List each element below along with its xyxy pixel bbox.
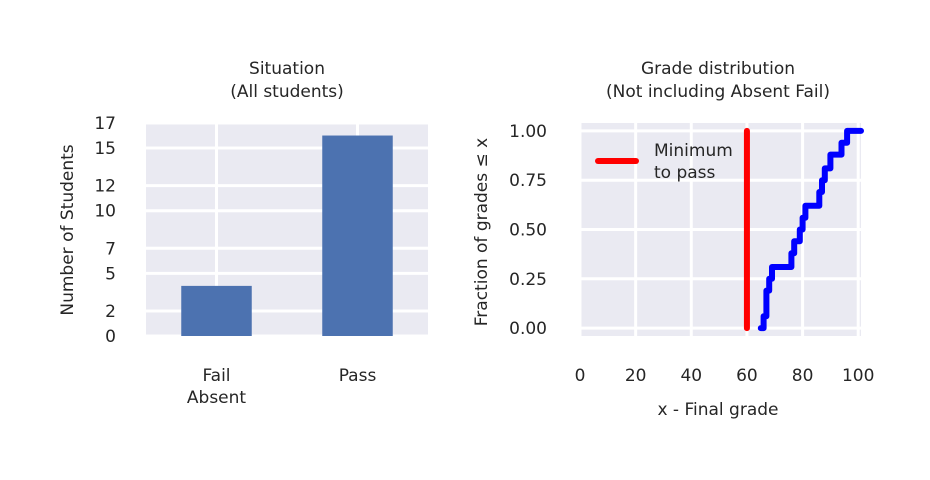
left-y-tick-label: 2 (105, 302, 116, 322)
legend-label-line1: Minimum (654, 141, 733, 161)
legend: Minimum to pass (595, 141, 733, 183)
left-x-tick-label: Absent (187, 388, 247, 408)
left-y-axis-label: Number of Students (58, 144, 78, 315)
left-y-tick-labels: 0 2 5 7 10 12 15 17 (94, 114, 116, 347)
left-y-tick-label: 12 (94, 177, 116, 197)
right-step-chart: 0.00 0.25 0.50 0.75 1.00 0 20 40 60 80 100 Grade … (472, 59, 874, 420)
left-title-line1: Situation (249, 59, 325, 79)
right-x-tick-label: 80 (792, 366, 814, 386)
right-y-tick-label: 1.00 (509, 122, 547, 142)
right-y-tick-labels: 0.00 0.25 0.50 0.75 1.00 (509, 122, 547, 339)
right-title-line1: Grade distribution (641, 59, 795, 79)
right-x-tick-label: 0 (575, 366, 586, 386)
legend-label-line2: to pass (654, 163, 716, 183)
left-y-tick-label: 10 (94, 202, 116, 222)
right-y-tick-label: 0.00 (509, 319, 547, 339)
right-x-tick-labels: 0 20 40 60 80 100 (575, 366, 875, 386)
left-bars (181, 135, 393, 336)
right-x-tick-label: 20 (625, 366, 647, 386)
right-x-tick-label: 100 (842, 366, 874, 386)
left-title-line2: (All students) (230, 82, 344, 102)
right-y-tick-label: 0.75 (509, 171, 547, 191)
right-y-axis-label: Fraction of grades ≤ x (472, 138, 492, 326)
left-x-tick-label: Fail (202, 366, 230, 386)
bar-pass (322, 135, 393, 336)
right-y-tick-label: 0.50 (509, 221, 547, 241)
left-y-tick-label: 7 (105, 239, 116, 259)
left-y-tick-label: 5 (105, 264, 116, 284)
right-y-tick-label: 0.25 (509, 270, 547, 290)
left-y-tick-label: 0 (105, 327, 116, 347)
left-y-tick-label: 17 (94, 114, 116, 134)
grade-cdf-line (757, 127, 864, 332)
bar-fail (181, 285, 252, 336)
right-x-tick-label: 60 (736, 366, 758, 386)
right-x-axis-label: x - Final grade (657, 400, 778, 420)
left-x-tick-label: Pass (339, 366, 377, 386)
left-y-tick-label: 15 (94, 139, 116, 159)
right-title-line2: (Not including Absent Fail) (606, 82, 830, 102)
right-x-tick-label: 40 (680, 366, 702, 386)
